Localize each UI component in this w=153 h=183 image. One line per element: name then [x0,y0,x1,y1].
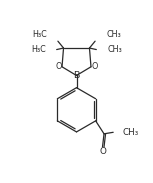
Text: O: O [56,61,62,70]
Text: CH₃: CH₃ [107,45,122,54]
Text: H₃C: H₃C [31,45,46,54]
Text: CH₃: CH₃ [106,30,121,39]
Text: CH₃: CH₃ [122,128,139,137]
Text: H₃C: H₃C [32,30,47,39]
Text: O: O [100,147,107,156]
Text: O: O [91,61,97,70]
Text: B: B [73,71,80,80]
